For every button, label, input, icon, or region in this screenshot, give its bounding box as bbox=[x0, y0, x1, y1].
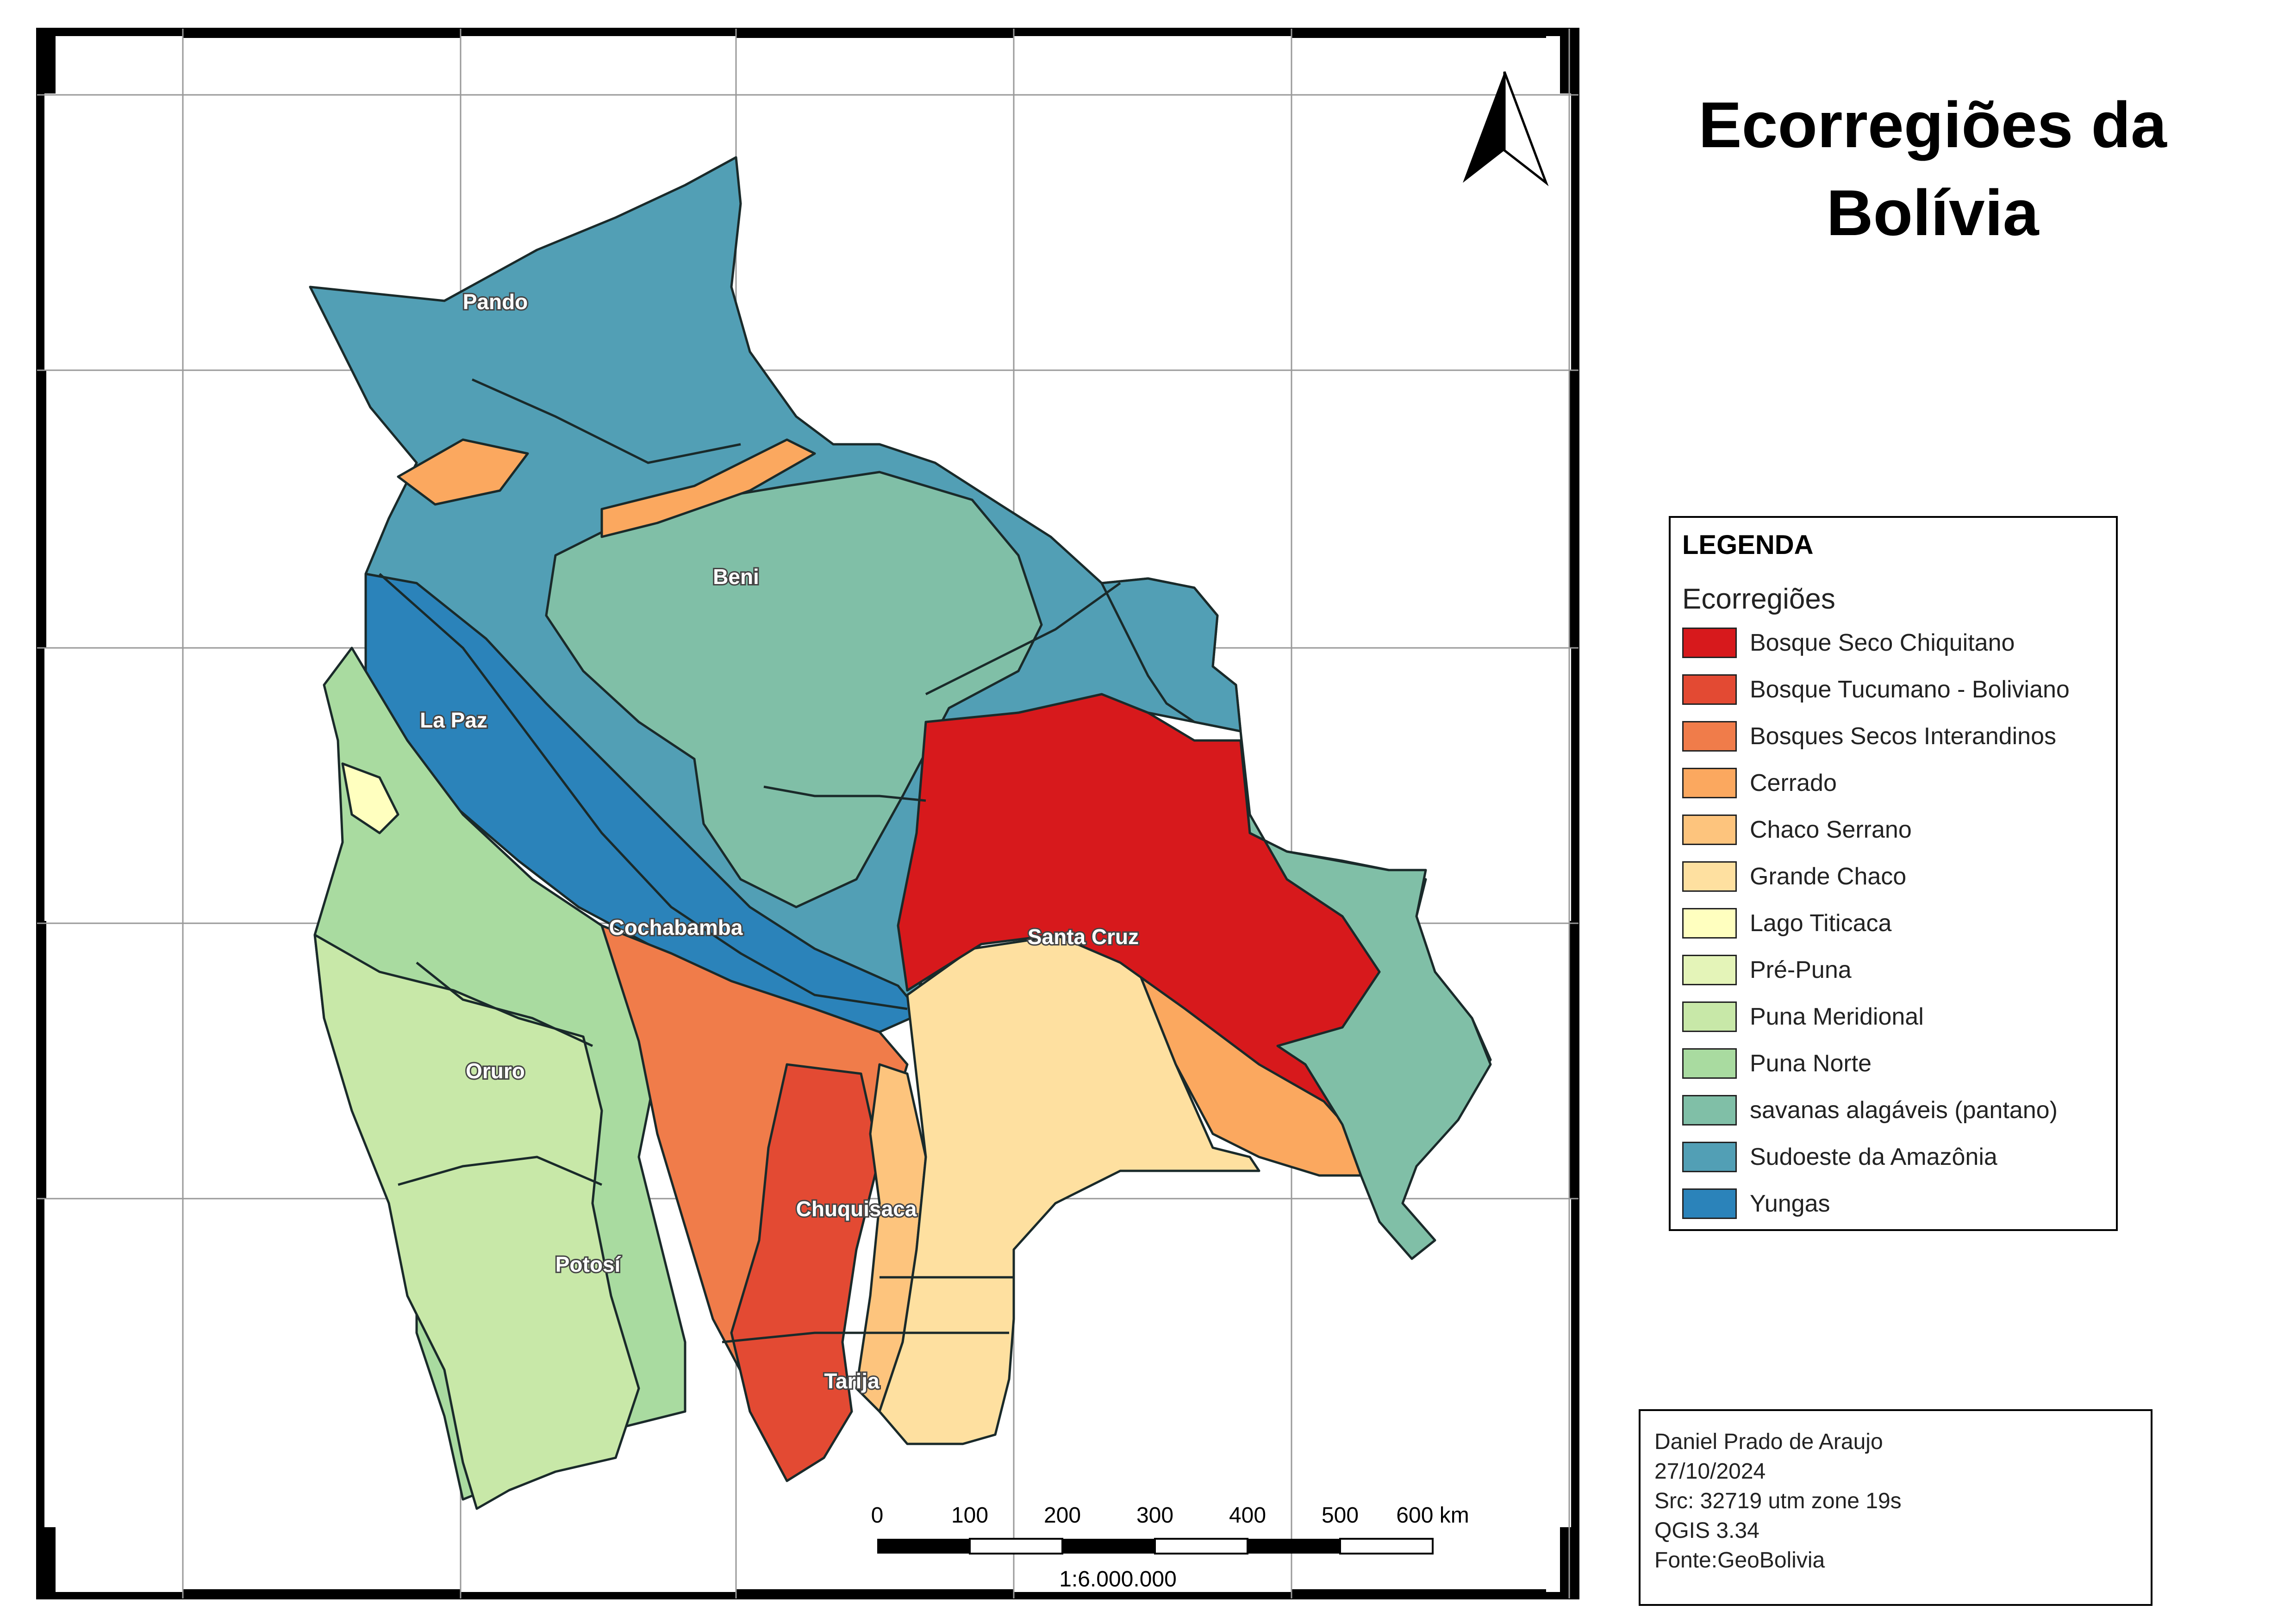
label-cochabamba: Cochabamba bbox=[609, 915, 743, 939]
legend-label: Puna Norte bbox=[1750, 1050, 1872, 1077]
region-lago-titicaca bbox=[341, 762, 399, 834]
legend-swatch bbox=[1682, 861, 1737, 892]
legend-item: Yungas bbox=[1682, 1185, 1830, 1222]
credit-date: 27/10/2024 bbox=[1654, 1459, 1766, 1484]
legend-swatch bbox=[1682, 628, 1737, 658]
scale-tick-0: 0 bbox=[871, 1503, 884, 1528]
legend-label: Grande Chaco bbox=[1750, 863, 1907, 890]
legend-subheading: Ecorregiões bbox=[1682, 583, 1835, 615]
legend-swatch bbox=[1682, 1001, 1737, 1032]
legend-item: Puna Norte bbox=[1682, 1045, 1872, 1082]
map-title: Ecorregiões da Bolívia bbox=[1634, 81, 2231, 257]
region-labels: Pando Beni La Paz Cochabamba Santa Cruz … bbox=[418, 288, 1140, 1394]
legend-item: Lago Titicaca bbox=[1682, 905, 1891, 942]
credit-software: QGIS 3.34 bbox=[1654, 1518, 1759, 1543]
legend-item: Puna Meridional bbox=[1682, 998, 1924, 1035]
north-arrow-icon bbox=[1463, 71, 1549, 187]
legend-swatch bbox=[1682, 768, 1737, 798]
scale-tick-600: 600 km bbox=[1396, 1503, 1469, 1528]
legend-label: Bosque Seco Chiquitano bbox=[1750, 629, 2015, 656]
legend-item: Grande Chaco bbox=[1682, 858, 1906, 895]
legend-item: Bosque Tucumano - Boliviano bbox=[1682, 671, 2070, 708]
scale-ratio: 1:6.000.000 bbox=[1059, 1567, 1177, 1592]
region-cerrado-north-b bbox=[397, 438, 529, 506]
credit-source: Fonte:GeoBolivia bbox=[1654, 1548, 1825, 1573]
legend-label: Bosque Tucumano - Boliviano bbox=[1750, 676, 2070, 703]
scale-tick-300: 300 bbox=[1136, 1503, 1173, 1528]
legend-label: Sudoeste da Amazônia bbox=[1750, 1144, 1997, 1170]
department-boundaries bbox=[379, 378, 1121, 1343]
legend-label: Lago Titicaca bbox=[1750, 910, 1892, 937]
legend-swatch bbox=[1682, 674, 1737, 705]
legend-label: Bosques Secos Interandinos bbox=[1750, 723, 2056, 750]
legend-item: Sudoeste da Amazônia bbox=[1682, 1138, 1997, 1175]
region-cerrado-north bbox=[600, 438, 816, 538]
legend-swatch bbox=[1682, 955, 1737, 985]
legend-item: Bosque Seco Chiquitano bbox=[1682, 624, 2015, 661]
map-title-line1: Ecorregiões da bbox=[1698, 88, 2167, 161]
label-tarija: Tarija bbox=[824, 1369, 880, 1393]
legend-swatch bbox=[1682, 1188, 1737, 1219]
label-oruro: Oruro bbox=[466, 1059, 525, 1083]
legend-swatch bbox=[1682, 815, 1737, 845]
legend-item: Cerrado bbox=[1682, 765, 1837, 802]
legend-item: Chaco Serrano bbox=[1682, 811, 1912, 848]
scale-tick-200: 200 bbox=[1044, 1503, 1081, 1528]
legend-heading: LEGENDA bbox=[1682, 530, 1814, 560]
label-beni: Beni bbox=[713, 565, 759, 589]
scale-tick-100: 100 bbox=[951, 1503, 988, 1528]
legend-swatch bbox=[1682, 1095, 1737, 1126]
legend-swatch bbox=[1682, 721, 1737, 752]
credit-crs: Src: 32719 utm zone 19s bbox=[1654, 1489, 1902, 1513]
label-santa-cruz: Santa Cruz bbox=[1028, 925, 1139, 949]
legend: LEGENDA Ecorregiões Bosque Seco Chiquita… bbox=[1669, 516, 2118, 1231]
region-amazonia-east bbox=[1100, 577, 1242, 733]
scale-tick-400: 400 bbox=[1229, 1503, 1266, 1528]
credit-author: Daniel Prado de Araujo bbox=[1654, 1430, 1883, 1454]
legend-label: savanas alagáveis (pantano) bbox=[1750, 1097, 2058, 1124]
scale-bar: 0 100 200 300 400 500 600 km 1:6.000.000 bbox=[871, 1503, 1469, 1592]
legend-label: Puna Meridional bbox=[1750, 1003, 1924, 1030]
label-chuquisaca: Chuquisaca bbox=[796, 1197, 917, 1221]
credits-box: Daniel Prado de Araujo 27/10/2024 Src: 3… bbox=[1639, 1409, 2152, 1606]
legend-item: Pré-Puna bbox=[1682, 951, 1852, 989]
map-border-ticks bbox=[37, 29, 1578, 1599]
legend-item: savanas alagáveis (pantano) bbox=[1682, 1092, 2058, 1129]
ecoregion-polygons bbox=[309, 156, 1492, 1510]
legend-swatch bbox=[1682, 908, 1737, 939]
legend-swatch bbox=[1682, 1048, 1737, 1079]
label-pando: Pando bbox=[463, 290, 528, 314]
label-potosi: Potosí bbox=[555, 1252, 622, 1276]
map-title-line2: Bolívia bbox=[1826, 176, 2039, 249]
legend-item: Bosques Secos Interandinos bbox=[1682, 718, 2056, 755]
legend-swatch bbox=[1682, 1142, 1737, 1172]
legend-label: Pré-Puna bbox=[1750, 957, 1852, 983]
region-savanas-beni bbox=[545, 471, 1043, 908]
legend-label: Chaco Serrano bbox=[1750, 816, 1912, 843]
scale-tick-500: 500 bbox=[1322, 1503, 1359, 1528]
legend-label: Cerrado bbox=[1750, 770, 1837, 796]
legend-label: Yungas bbox=[1750, 1190, 1830, 1217]
region-savanas-east bbox=[1239, 730, 1492, 1260]
region-puna-meridional bbox=[313, 933, 640, 1510]
label-la-paz: La Paz bbox=[420, 708, 487, 732]
